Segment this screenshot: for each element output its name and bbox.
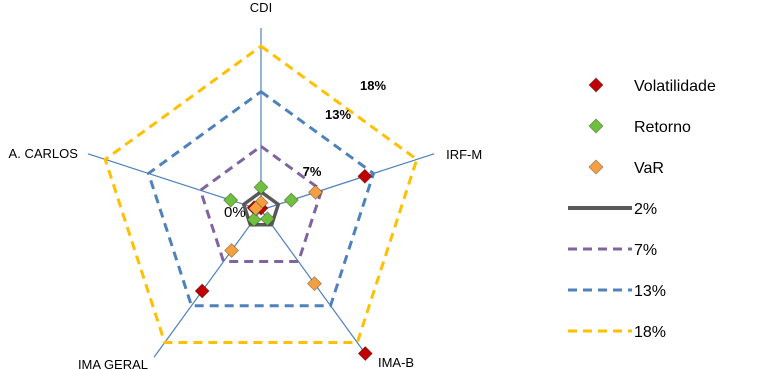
axis-label-cdi: CDI bbox=[250, 0, 272, 15]
legend-marker-volatilidade bbox=[588, 77, 604, 93]
legend-label-2: 2% bbox=[634, 201, 657, 218]
spoke-ima-geral bbox=[153, 209, 262, 358]
legend-marker-retorno bbox=[588, 118, 604, 134]
marker-volatilidade-ima-b bbox=[357, 345, 373, 362]
series-markers bbox=[194, 168, 373, 362]
reference-rings bbox=[103, 44, 419, 345]
ring-2 bbox=[241, 190, 281, 227]
axis-labels: CDI IRF-M IMA-B IMA GERAL A. CARLOS bbox=[9, 0, 483, 369]
legend-label-18: 18% bbox=[634, 324, 666, 341]
marker-retorno-cdi bbox=[253, 179, 269, 195]
axis-label-ima-b: IMA-B bbox=[378, 355, 414, 369]
legend-label-retorno: Retorno bbox=[634, 119, 691, 136]
center-label: 0% bbox=[224, 204, 246, 221]
legend-marker-var bbox=[588, 159, 604, 175]
marker-retorno-irf-m bbox=[283, 192, 299, 208]
legend: Volatilidade Retorno VaR 2% 7% 13% 18% bbox=[568, 77, 716, 341]
marker-var-a-carlos bbox=[248, 200, 264, 216]
marker-var-ima-b bbox=[306, 276, 323, 292]
marker-var-ima-geral bbox=[224, 242, 240, 259]
ring-label-13: 13% bbox=[325, 107, 351, 122]
legend-label-7: 7% bbox=[634, 242, 657, 259]
axis-label-a-carlos: A. CARLOS bbox=[9, 146, 79, 161]
marker-var-irf-m bbox=[307, 184, 324, 200]
marker-retorno-a-carlos bbox=[223, 192, 239, 208]
ring-18 bbox=[103, 44, 419, 345]
legend-label-volatilidade: Volatilidade bbox=[634, 78, 716, 95]
ring-value-labels: 0% 7% 13% 18% bbox=[224, 78, 386, 221]
marker-volatilidade-irf-m bbox=[357, 168, 373, 184]
marker-retorno-ima-geral bbox=[246, 212, 262, 228]
axis-label-ima-geral: IMA GERAL bbox=[78, 357, 148, 369]
ring-label-18: 18% bbox=[360, 78, 386, 93]
axis-label-irf-m: IRF-M bbox=[446, 147, 482, 162]
ring-label-7: 7% bbox=[303, 164, 322, 179]
legend-label-var: VaR bbox=[634, 160, 664, 177]
ring-13 bbox=[146, 90, 376, 308]
legend-label-13: 13% bbox=[634, 283, 666, 300]
marker-volatilidade-ima-geral bbox=[194, 283, 210, 299]
marker-retorno-ima-b bbox=[259, 211, 275, 227]
ring-7 bbox=[198, 144, 324, 264]
